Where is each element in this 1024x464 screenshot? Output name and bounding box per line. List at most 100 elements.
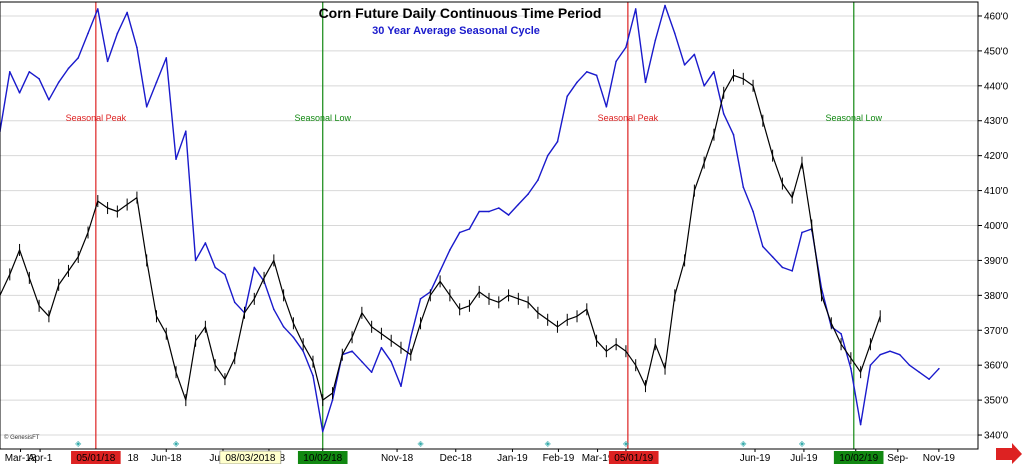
seasonal-point	[204, 242, 207, 244]
seasonal-label: Seasonal Peak	[66, 113, 127, 123]
event-marker-icon: ◈	[75, 439, 82, 448]
event-marker-icon: ◈	[799, 439, 806, 448]
seasonal-point	[801, 231, 803, 234]
y-tick-label: 430'0	[984, 116, 1009, 127]
seasonal-point	[194, 259, 197, 262]
x-tick-label: Dec-18	[440, 453, 473, 464]
seasonal-point	[713, 71, 715, 73]
x-highlight-label: 05/01/19	[614, 453, 653, 464]
seasonal-point	[615, 60, 617, 63]
x-tick-label: Jan-19	[497, 453, 528, 464]
x-tick-label: Sep-	[887, 453, 908, 464]
seasonal-point	[48, 98, 50, 101]
seasonal-point	[527, 193, 529, 195]
event-marker-icon: ◈	[623, 439, 630, 448]
seasonal-point	[840, 332, 842, 335]
event-marker-icon: ◈	[545, 439, 552, 448]
x-highlight-box	[71, 451, 121, 464]
chart-title: Corn Future Daily Continuous Time Period	[319, 5, 602, 21]
seasonal-label: Seasonal Low	[294, 113, 351, 123]
x-highlight-label: 10/02/18	[303, 453, 342, 464]
seasonal-point	[126, 11, 128, 14]
x-tick-label: Jun-19	[740, 453, 771, 464]
x-highlight-box	[219, 450, 282, 464]
seasonal-point	[331, 399, 334, 401]
seasonal-point	[8, 71, 11, 73]
seasonal-point	[145, 105, 148, 108]
seasonal-point	[38, 78, 40, 80]
seasonal-label: Seasonal Low	[826, 113, 883, 123]
seasonal-point	[351, 350, 353, 353]
seasonal-point	[292, 336, 295, 339]
watermark: © GenesisFT	[4, 434, 40, 441]
seasonal-point	[18, 91, 21, 94]
y-tick-label: 370'0	[984, 326, 1009, 337]
seasonal-point	[97, 8, 99, 10]
seasonal-point	[605, 105, 608, 108]
seasonal-point	[595, 74, 598, 77]
seasonal-point	[938, 367, 940, 370]
seasonal-point	[693, 53, 696, 56]
seasonal-point	[312, 374, 314, 377]
x-highlight-box	[297, 451, 348, 464]
seasonal-point	[28, 71, 31, 73]
event-marker-icon: ◈	[740, 439, 747, 448]
x-highlight-label: 08/03/2018	[225, 453, 275, 464]
seasonal-point	[898, 353, 901, 356]
seasonal-point	[214, 266, 216, 269]
seasonal-point	[419, 298, 422, 300]
seasonal-point	[918, 371, 921, 373]
seasonal-point	[87, 32, 89, 35]
seasonal-point	[185, 130, 187, 133]
seasonal-point	[400, 385, 402, 387]
seasonal-point	[273, 308, 275, 311]
seasonal-point	[742, 186, 745, 188]
seasonal-point	[449, 249, 451, 251]
seasonal-point	[233, 301, 236, 304]
seasonal-point	[67, 67, 70, 70]
y-tick-label: 410'0	[984, 186, 1009, 197]
x-highlight-box	[833, 451, 884, 464]
seasonal-point	[282, 325, 285, 328]
x-highlight-label: 05/01/18	[76, 453, 115, 464]
x-tick-label: Mar-18	[5, 453, 37, 464]
seasonal-point	[586, 71, 588, 73]
seasonal-point	[762, 245, 764, 248]
seasonal-point	[507, 214, 510, 216]
seasonal-point	[497, 207, 500, 209]
y-tick-label: 350'0	[984, 396, 1009, 407]
seasonal-point	[77, 57, 80, 59]
seasonal-point	[155, 81, 158, 84]
x-highlight-box	[608, 451, 659, 464]
y-tick-label: 440'0	[984, 81, 1009, 92]
y-tick-label: 420'0	[984, 151, 1009, 162]
x-highlight-label: 10/02/19	[839, 453, 878, 464]
scroll-right-arrow-icon[interactable]	[996, 443, 1022, 464]
seasonal-point	[576, 81, 578, 84]
seasonal-point	[517, 203, 520, 206]
y-tick-label: 380'0	[984, 291, 1009, 302]
event-marker-icon: ◈	[173, 439, 180, 448]
seasonal-point	[879, 353, 881, 356]
y-tick-label: 360'0	[984, 361, 1009, 372]
seasonal-point	[908, 364, 911, 366]
seasonal-point	[771, 256, 774, 258]
seasonal-point	[57, 81, 60, 84]
x-tick-label: Mar-19	[582, 453, 614, 464]
series-lines	[0, 4, 940, 433]
y-tick-label: 460'0	[984, 11, 1009, 22]
seasonal-point	[732, 133, 735, 136]
seasonal-point	[850, 367, 852, 370]
seasonal-point	[165, 57, 168, 59]
seasonal-point	[370, 371, 373, 373]
seasonal-point	[889, 350, 891, 353]
seasonal-point	[566, 95, 569, 98]
seasonal-point	[859, 423, 862, 426]
seasonal-markers: Seasonal Peak Seasonal Low Seasonal Peak Se…	[66, 2, 883, 449]
seasonal-point	[928, 378, 930, 380]
x-tick-label: Jul-19	[790, 453, 818, 464]
seasonal-point	[468, 228, 471, 230]
x-tick-label: 18	[127, 453, 139, 464]
seasonal-point	[390, 360, 393, 363]
